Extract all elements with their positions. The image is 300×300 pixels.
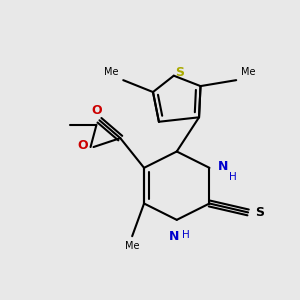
Text: S: S [256,206,265,219]
Text: Me: Me [125,241,140,251]
Text: H: H [229,172,236,182]
Text: Me: Me [241,67,255,77]
Text: H: H [182,230,190,240]
Text: N: N [169,230,179,243]
Text: Me: Me [104,67,119,77]
Text: S: S [175,66,184,79]
Text: O: O [91,104,102,117]
Text: N: N [218,160,229,173]
Text: O: O [77,139,88,152]
